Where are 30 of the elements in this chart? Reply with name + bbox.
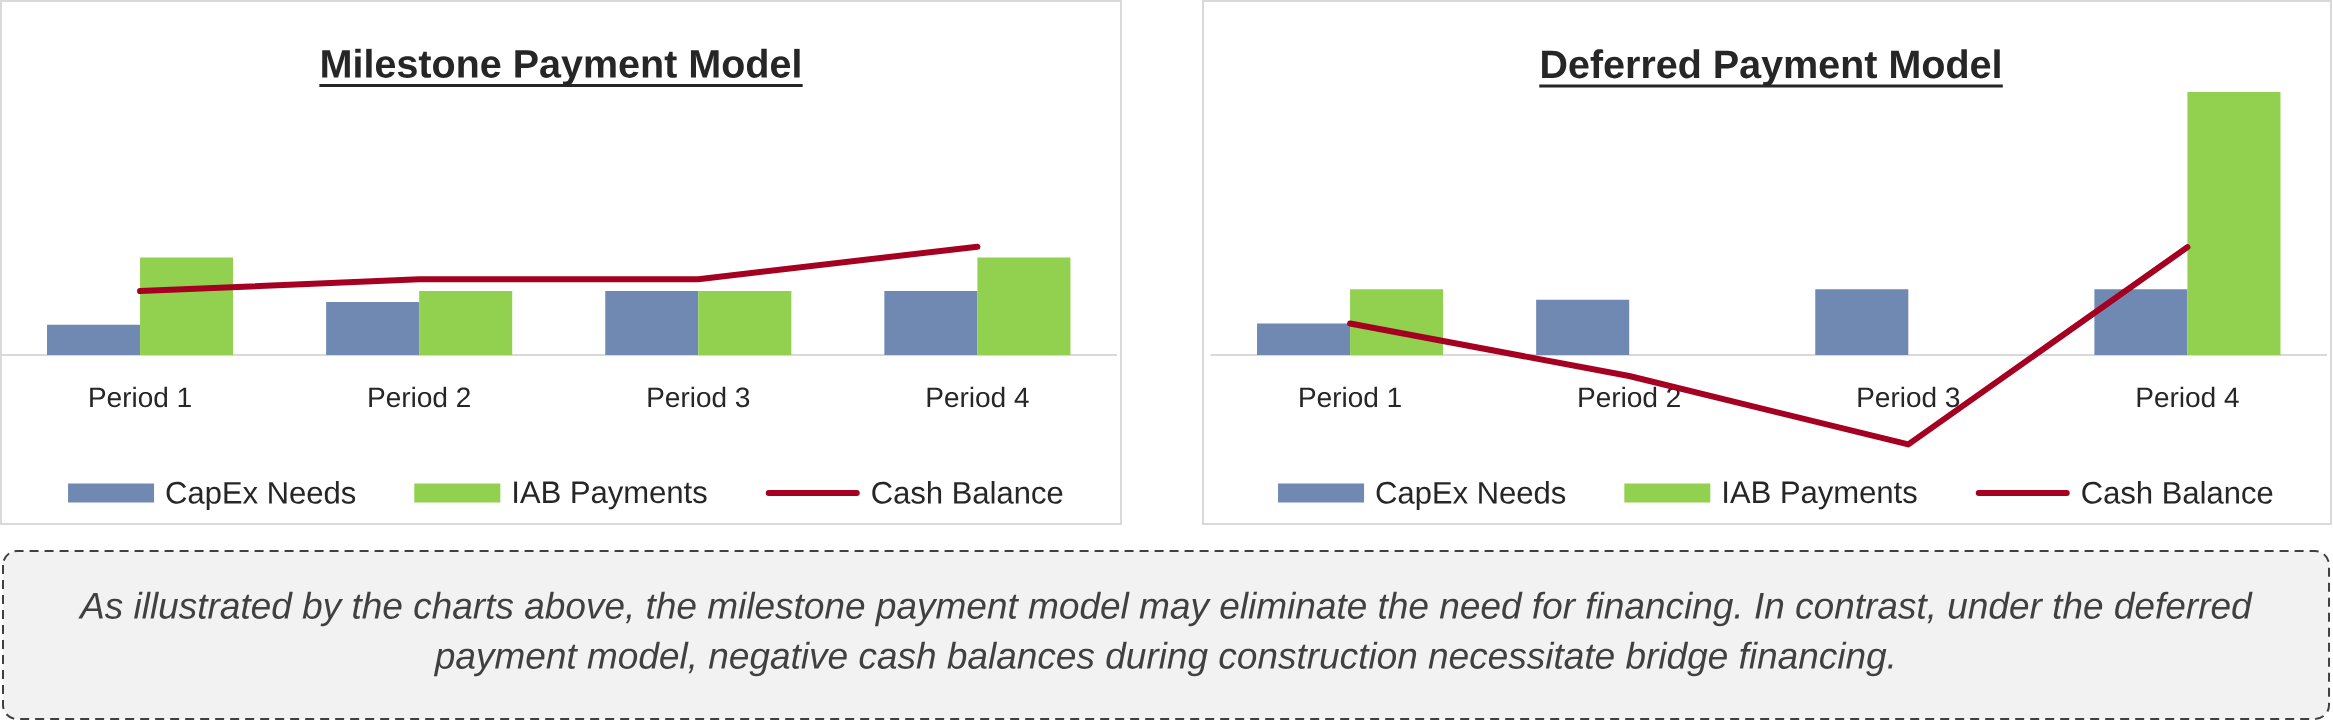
chart-title: Milestone Payment Model [322,48,800,86]
bar [1536,299,1630,355]
bar [884,291,978,355]
bar [698,291,792,355]
bar [1257,323,1351,355]
x-tick-label: Period 3 [1858,386,1960,408]
text: As illustrated by the charts above, the milestone payment model may eliminate the need for financing. In contrast, under the deferred payment model, negative cash balances during construction necessitate bridge financing. [78,591,2253,677]
legend-label: IAB Payments [514,481,707,510]
legend-label: IAB Payments [1724,481,1917,510]
legend-label: CapEx Needs [166,481,356,510]
x-tick-label: Period 3 [648,386,750,408]
x-tick-label: Period 4 [927,386,1029,408]
x-tick-label: Period 4 [2137,386,2239,408]
bar [47,324,141,355]
x-tick-label: Period 1 [90,386,191,408]
bar [326,301,420,355]
chart-title: Deferred Payment Model [1542,49,2000,87]
bar [2094,289,2188,355]
bar [140,257,234,355]
bar [2187,91,2281,355]
bar [605,291,699,355]
bar [1815,289,1909,355]
bar [419,291,513,355]
bar [1350,289,1444,355]
x-tick-label: Period 2 [369,386,470,408]
legend-label: Cash Balance [872,481,1063,504]
x-tick-label: Period 1 [1300,386,1401,408]
legend-label: Cash Balance [2082,481,2273,504]
legend-label: CapEx Needs [1376,481,1566,510]
bar [977,257,1071,355]
